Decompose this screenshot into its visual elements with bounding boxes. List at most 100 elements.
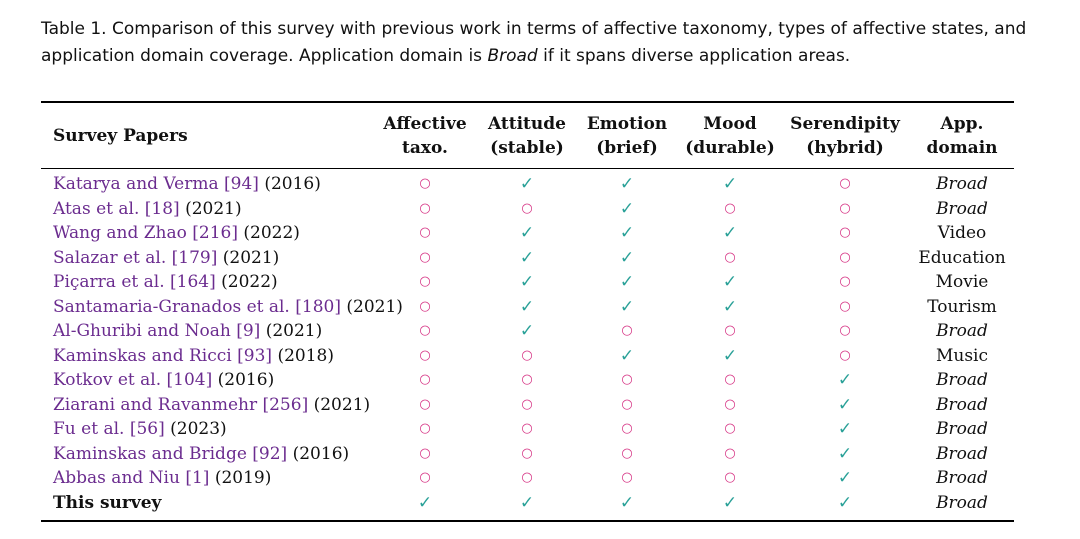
table-row: Abbas and Niu [1] (2019) ○ ○ ○ ○ ✓ Broad — [41, 466, 1014, 491]
check-icon: ✓ — [837, 443, 853, 464]
paper-authors: This survey — [53, 492, 162, 513]
circle-icon: ○ — [621, 372, 633, 387]
citation-link[interactable]: [1] — [185, 468, 210, 488]
citation-link[interactable]: [94] — [224, 174, 259, 194]
citation-link[interactable]: [180] — [295, 296, 341, 317]
circle-icon: ○ — [621, 470, 633, 485]
circle-icon: ○ — [839, 249, 851, 265]
circle-icon: ○ — [419, 249, 431, 265]
header-attitude-line2: (stable) — [490, 138, 564, 158]
citation-link[interactable]: [256] — [262, 394, 309, 415]
table-row: Atas et al. [18] (2021) ○ ○ ✓ ○ ○ Broad — [41, 197, 1014, 222]
check-icon: ✓ — [519, 321, 535, 341]
header-mood-line1: Mood — [703, 114, 757, 134]
paper-authors[interactable]: Katarya and Verma — [53, 174, 219, 194]
paper-authors[interactable]: Wang and Zhao — [53, 223, 187, 243]
survey-paper-cell: Wang and Zhao [216] (2022) — [53, 221, 300, 246]
check-icon: ✓ — [837, 492, 853, 513]
paper-year: (2022) — [221, 272, 278, 292]
circle-icon: ○ — [724, 470, 736, 485]
paper-authors[interactable]: Piçarra et al. — [53, 272, 165, 292]
survey-paper-cell: Salazar et al. [179] (2021) — [53, 246, 279, 271]
paper-authors[interactable]: Atas et al. — [53, 198, 140, 219]
paper-authors[interactable]: Kaminskas and Bridge — [53, 443, 247, 464]
app-domain-cell: Broad — [936, 321, 988, 341]
header-attitude-line1: Attitude — [488, 114, 566, 134]
check-icon: ✓ — [722, 296, 738, 317]
citation-link[interactable]: [56] — [129, 419, 165, 439]
header-attitude: Attitude (stable) — [457, 112, 597, 160]
citation-link[interactable]: [179] — [171, 247, 218, 268]
table-row: Kotkov et al. [104] (2016) ○ ○ ○ ○ ✓ Broad — [41, 368, 1014, 393]
paper-authors[interactable]: Salazar et al. — [53, 247, 167, 268]
citation-link[interactable]: [9] — [236, 321, 261, 341]
table-caption: Table 1. Comparison of this survey with … — [41, 16, 1041, 70]
header-app-domain-line1: App. — [940, 114, 984, 134]
check-icon: ✓ — [722, 345, 738, 366]
survey-paper-cell: Fu et al. [56] (2023) — [53, 417, 227, 442]
app-domain-cell: Broad — [936, 394, 988, 415]
survey-paper-cell: Kaminskas and Bridge [92] (2016) — [53, 442, 349, 467]
paper-authors[interactable]: Kotkov et al. — [53, 370, 162, 390]
circle-icon: ○ — [419, 396, 431, 412]
citation-link[interactable]: [93] — [237, 345, 273, 366]
check-icon: ✓ — [519, 174, 535, 194]
table-row: Kaminskas and Ricci [93] (2018) ○ ○ ✓ ✓ ○ Musi… — [41, 344, 1014, 369]
paper-authors[interactable]: Al-Ghuribi and Noah — [53, 321, 231, 341]
header-serendipity-line2: (hybrid) — [806, 138, 884, 158]
citation-link[interactable]: [164] — [170, 272, 216, 292]
survey-paper-cell: Ziarani and Ravanmehr [256] (2021) — [53, 393, 370, 418]
paper-year: (2016) — [292, 443, 350, 464]
survey-paper-cell: Al-Ghuribi and Noah [9] (2021) — [53, 319, 322, 344]
table-row: Katarya and Verma [94] (2016) ○ ✓ ✓ ✓ ○ Broad — [41, 172, 1014, 197]
check-icon: ✓ — [619, 272, 635, 292]
circle-icon: ○ — [621, 445, 633, 461]
circle-icon: ○ — [724, 396, 736, 412]
header-app-domain-line2: domain — [926, 138, 998, 158]
app-domain-cell: Broad — [936, 492, 988, 513]
citation-link[interactable]: [92] — [252, 443, 288, 464]
table-row: Santamaria-Granados et al. [180] (2021) ○… — [41, 295, 1014, 320]
table-top-rule — [41, 101, 1014, 103]
paper-authors[interactable]: Fu et al. — [53, 419, 125, 439]
circle-icon: ○ — [419, 323, 431, 338]
circle-icon: ○ — [419, 176, 431, 191]
circle-icon: ○ — [521, 470, 533, 485]
circle-icon: ○ — [521, 347, 533, 363]
survey-paper-cell: Abbas and Niu [1] (2019) — [53, 466, 271, 491]
circle-icon: ○ — [419, 298, 431, 314]
header-emotion-line2: (brief) — [596, 138, 658, 158]
app-domain-cell: Broad — [936, 443, 988, 464]
header-serendipity-line1: Serendipity — [790, 114, 900, 134]
survey-paper-cell: This survey — [53, 491, 161, 516]
header-affective-taxo-line2: taxo. — [402, 138, 448, 158]
circle-icon: ○ — [521, 445, 533, 461]
app-domain-cell: Broad — [936, 468, 988, 488]
paper-authors[interactable]: Ziarani and Ravanmehr — [53, 394, 258, 415]
caption-text: Table 1. Comparison of this survey with … — [41, 19, 1027, 66]
check-icon: ✓ — [619, 296, 635, 317]
caption-emphasis: Broad — [487, 46, 538, 66]
table-row: Piçarra et al. [164] (2022) ○ ✓ ✓ ✓ ○ Movie — [41, 270, 1014, 295]
check-icon: ✓ — [837, 394, 853, 415]
table-row: Ziarani and Ravanmehr [256] (2021) ○ ○ ○ ○ ✓ B… — [41, 393, 1014, 418]
circle-icon: ○ — [419, 372, 431, 387]
table-row: Salazar et al. [179] (2021) ○ ✓ ✓ ○ ○ Educatio… — [41, 246, 1014, 271]
circle-icon: ○ — [521, 200, 533, 216]
check-icon: ✓ — [519, 492, 535, 513]
app-domain-cell: Broad — [936, 198, 988, 219]
header-affective-taxo: Affective taxo. — [355, 112, 495, 160]
citation-link[interactable]: [104] — [166, 370, 213, 390]
circle-icon: ○ — [419, 421, 431, 436]
check-icon: ✓ — [519, 272, 535, 292]
survey-paper-cell: Atas et al. [18] (2021) — [53, 197, 242, 222]
paper-authors[interactable]: Santamaria-Granados et al. — [53, 296, 290, 317]
paper-authors[interactable]: Abbas and Niu — [53, 468, 180, 488]
citation-link[interactable]: [18] — [144, 198, 180, 219]
citation-link[interactable]: [216] — [192, 223, 238, 243]
header-mood-line2: (durable) — [685, 138, 775, 158]
check-icon: ✓ — [417, 492, 433, 513]
paper-year: (2021) — [185, 198, 242, 219]
paper-authors[interactable]: Kaminskas and Ricci — [53, 345, 232, 366]
circle-icon: ○ — [839, 225, 851, 240]
